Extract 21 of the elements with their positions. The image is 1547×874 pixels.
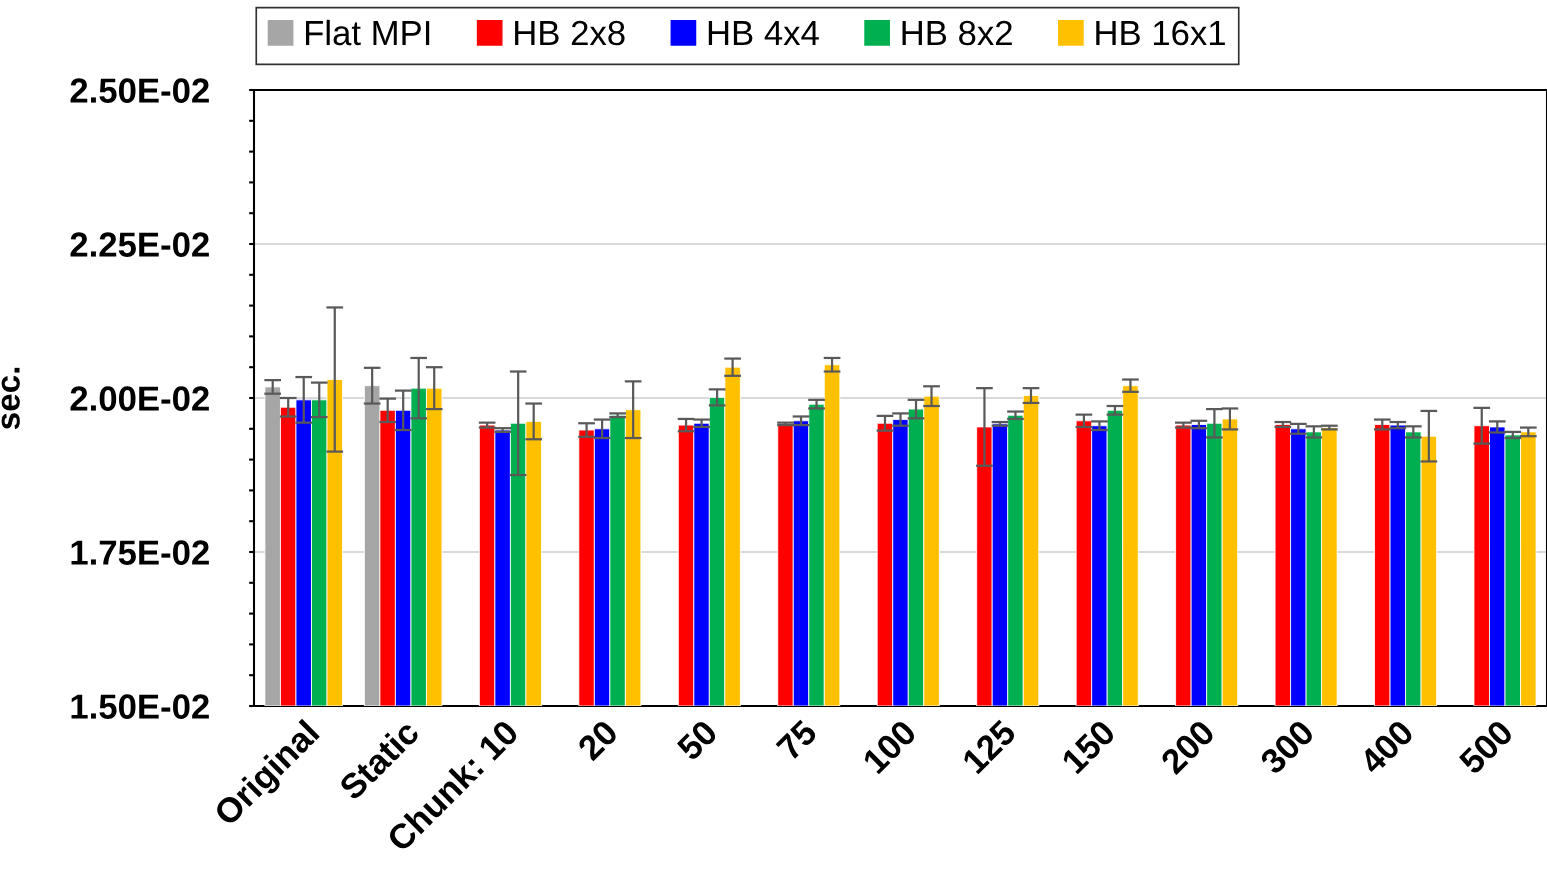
y-tick-label: 2.25E-02	[70, 232, 209, 257]
legend-label: HB 16x1	[1096, 20, 1225, 46]
x-tick-label: 500	[1457, 718, 1515, 776]
x-tick-label: 125	[961, 718, 1018, 775]
y-tick-label: 1.50E-02	[71, 694, 209, 719]
legend-label: Flat MPI	[305, 19, 430, 46]
x-tick-label: 100	[861, 718, 918, 775]
x-tick-label: 300	[1258, 718, 1316, 776]
x-tick-label: 400	[1357, 718, 1415, 776]
x-tick-label: 75	[775, 718, 819, 762]
legend-label: HB 8x2	[902, 20, 1012, 46]
legend-label: HB 2x8	[515, 20, 625, 46]
y-axis-title: sec.	[1, 367, 20, 430]
x-tick-label: 50	[675, 718, 719, 762]
x-tick-label: 20	[576, 718, 620, 762]
legend-label: HB 4x4	[708, 21, 819, 45]
x-tick-label: 200	[1159, 718, 1216, 776]
y-tick-label: 2.50E-02	[70, 78, 209, 103]
y-tick-label: 1.75E-02	[71, 540, 209, 565]
x-tick-label: 150	[1060, 718, 1117, 775]
y-tick-label: 2.00E-02	[70, 386, 209, 411]
